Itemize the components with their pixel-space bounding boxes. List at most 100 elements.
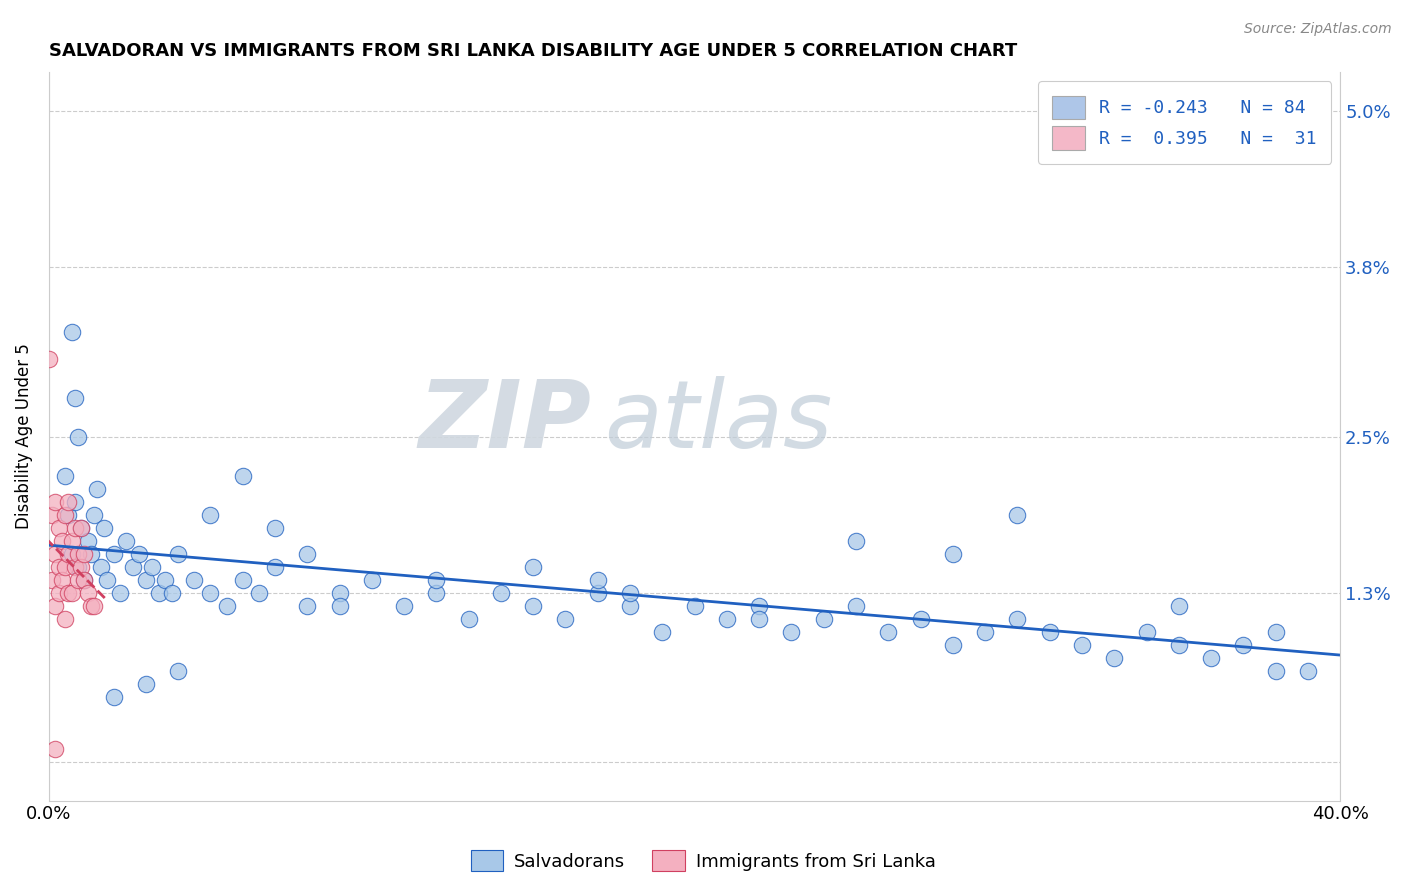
Point: [70, 520, 93, 534]
Point: [63, 520, 86, 534]
Point: [53, 559, 76, 574]
Point: [1296, 664, 1319, 678]
Point: [716, 611, 738, 625]
Text: SALVADORAN VS IMMIGRANTS FROM SRI LANKA DISABILITY AGE UNDER 5 CORRELATION CHART: SALVADORAN VS IMMIGRANTS FROM SRI LANKA …: [49, 42, 1017, 60]
Point: [1104, 650, 1126, 665]
Point: [1007, 508, 1029, 522]
Text: Source: ZipAtlas.com: Source: ZipAtlas.com: [1244, 22, 1392, 37]
Point: [425, 585, 447, 599]
Point: [1135, 624, 1157, 639]
Y-axis label: Disability Age Under 5: Disability Age Under 5: [15, 343, 32, 530]
Point: [44, 741, 66, 756]
Point: [392, 599, 415, 613]
Point: [58, 494, 80, 508]
Point: [44, 599, 66, 613]
Point: [1007, 611, 1029, 625]
Point: [48, 520, 70, 534]
Point: [60, 547, 83, 561]
Point: [586, 573, 609, 587]
Point: [66, 573, 89, 587]
Point: [41, 508, 63, 522]
Point: [1167, 599, 1189, 613]
Point: [974, 624, 997, 639]
Point: [845, 533, 868, 548]
Point: [780, 624, 803, 639]
Point: [215, 599, 238, 613]
Point: [845, 599, 868, 613]
Point: [247, 585, 270, 599]
Point: [48, 559, 70, 574]
Text: atlas: atlas: [605, 376, 832, 467]
Point: [48, 585, 70, 599]
Point: [70, 520, 93, 534]
Point: [53, 468, 76, 483]
Point: [76, 533, 98, 548]
Point: [748, 599, 770, 613]
Point: [167, 664, 190, 678]
Point: [44, 494, 66, 508]
Point: [554, 611, 576, 625]
Point: [942, 547, 965, 561]
Text: ZIP: ZIP: [419, 376, 592, 468]
Point: [80, 599, 103, 613]
Point: [328, 599, 350, 613]
Point: [522, 599, 544, 613]
Point: [586, 585, 609, 599]
Point: [160, 585, 183, 599]
Point: [51, 573, 73, 587]
Point: [70, 559, 93, 574]
Point: [167, 547, 190, 561]
Point: [522, 559, 544, 574]
Point: [619, 585, 641, 599]
Point: [63, 559, 86, 574]
Point: [128, 547, 150, 561]
Point: [200, 508, 222, 522]
Point: [38, 351, 60, 366]
Point: [264, 520, 287, 534]
Point: [619, 599, 641, 613]
Point: [53, 508, 76, 522]
Point: [153, 573, 176, 587]
Legend: R = -0.243   N = 84, R =  0.395   N =  31: R = -0.243 N = 84, R = 0.395 N = 31: [1038, 81, 1331, 164]
Point: [297, 547, 319, 561]
Point: [122, 559, 145, 574]
Point: [93, 520, 115, 534]
Point: [297, 599, 319, 613]
Point: [877, 624, 900, 639]
Point: [1264, 664, 1286, 678]
Point: [76, 585, 98, 599]
Point: [264, 559, 287, 574]
Point: [651, 624, 673, 639]
Point: [135, 573, 157, 587]
Point: [103, 690, 125, 704]
Point: [200, 585, 222, 599]
Point: [73, 573, 96, 587]
Legend: Salvadorans, Immigrants from Sri Lanka: Salvadorans, Immigrants from Sri Lanka: [464, 843, 942, 879]
Point: [86, 482, 108, 496]
Point: [73, 547, 96, 561]
Point: [148, 585, 170, 599]
Point: [103, 547, 125, 561]
Point: [41, 573, 63, 587]
Point: [60, 533, 83, 548]
Point: [73, 573, 96, 587]
Point: [1199, 650, 1222, 665]
Point: [328, 585, 350, 599]
Point: [1232, 638, 1254, 652]
Point: [115, 533, 138, 548]
Point: [813, 611, 835, 625]
Point: [910, 611, 932, 625]
Point: [1039, 624, 1062, 639]
Point: [53, 611, 76, 625]
Point: [425, 573, 447, 587]
Point: [80, 547, 103, 561]
Point: [63, 391, 86, 405]
Point: [683, 599, 706, 613]
Point: [489, 585, 512, 599]
Point: [1071, 638, 1094, 652]
Point: [135, 676, 157, 690]
Point: [66, 547, 89, 561]
Point: [66, 559, 89, 574]
Point: [942, 638, 965, 652]
Point: [58, 585, 80, 599]
